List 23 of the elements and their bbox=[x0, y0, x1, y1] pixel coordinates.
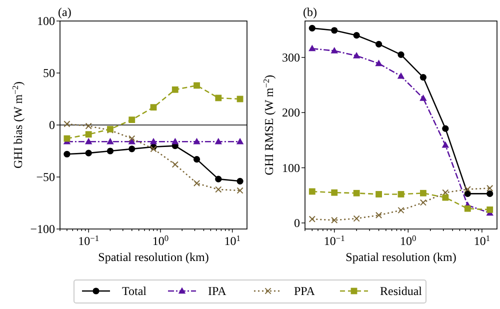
chart-title: (a) bbox=[58, 5, 72, 19]
y-tick-label: 0 bbox=[294, 216, 300, 230]
legend-label: Residual bbox=[380, 284, 423, 298]
legend-label: PPA bbox=[294, 284, 316, 298]
x-tick-label: 10$^{1}$ bbox=[224, 234, 240, 248]
y-tick-label: 0 bbox=[49, 118, 55, 132]
x-tick-label: 10$^{−1}$ bbox=[324, 234, 345, 248]
x-axis-title: Spatial resolution (km) bbox=[98, 250, 209, 264]
chart-title: (b) bbox=[303, 5, 317, 19]
x-tick-label: 10$^{−1}$ bbox=[78, 234, 100, 248]
x-tick-label: 10$^{1}$ bbox=[474, 234, 490, 248]
x-axis-title: Spatial resolution (km) bbox=[346, 250, 456, 264]
x-tick-label: 10$^{0}$ bbox=[400, 234, 416, 248]
legend-label: IPA bbox=[208, 284, 227, 298]
y-tick-label: −100 bbox=[30, 222, 55, 236]
y-tick-label: 50 bbox=[43, 66, 55, 80]
legend-label: Total bbox=[122, 284, 148, 298]
y-tick-label: 100 bbox=[282, 160, 300, 175]
x-tick-label: 10$^{0}$ bbox=[152, 234, 169, 248]
y-tick-label: −50 bbox=[36, 170, 55, 184]
y-tick-label: 100 bbox=[37, 14, 55, 28]
y-tick-label: 200 bbox=[282, 106, 300, 120]
y-tick-label: 300 bbox=[282, 50, 300, 64]
